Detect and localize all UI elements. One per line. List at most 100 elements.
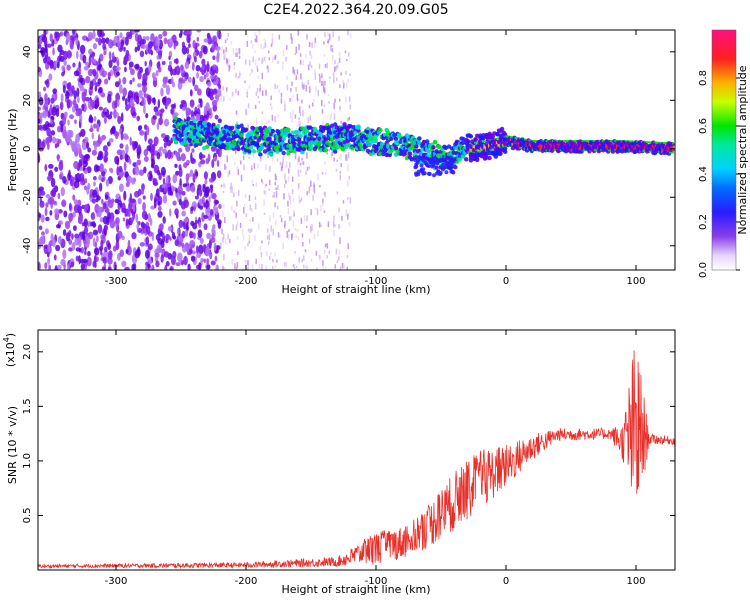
heat-cell — [194, 219, 199, 224]
heat-cell — [630, 140, 632, 143]
heat-cell — [114, 132, 119, 140]
heat-cell — [100, 239, 104, 248]
heat-cell — [309, 115, 311, 121]
heat-cell — [145, 35, 150, 41]
heat-cell — [275, 175, 278, 181]
heat-cell — [672, 151, 674, 154]
heat-cell — [151, 264, 155, 270]
heat-cell — [45, 216, 50, 222]
heat-cell — [103, 115, 107, 124]
top-y-axis-label: Frequency (Hz) — [6, 109, 19, 192]
heat-cell — [437, 144, 442, 149]
heat-cell — [79, 114, 83, 123]
heat-cell — [91, 211, 96, 221]
heat-cell — [309, 86, 311, 93]
heat-cell — [74, 233, 80, 239]
heat-cell — [325, 140, 330, 145]
heat-cell — [503, 145, 506, 148]
heat-cell — [247, 267, 249, 270]
heat-cell — [160, 108, 165, 114]
heat-cell — [449, 162, 454, 167]
heat-cell — [324, 243, 327, 248]
heat-cell — [313, 185, 316, 193]
y-tick-label: 0.5 — [22, 508, 33, 524]
y-tick-label: 2.0 — [22, 344, 33, 360]
heat-cell — [166, 149, 172, 160]
heat-cell — [277, 60, 279, 65]
heat-cell — [553, 143, 556, 150]
heat-cell — [583, 140, 585, 143]
heat-cell — [165, 238, 169, 244]
heat-cell — [119, 143, 124, 149]
heat-cell — [178, 198, 182, 206]
heat-cell — [523, 147, 526, 150]
heat-cell — [309, 50, 311, 56]
heat-cell — [274, 83, 276, 90]
heat-cell — [81, 92, 86, 102]
heat-cell — [278, 147, 283, 152]
heat-cell — [252, 56, 254, 63]
heat-cell — [517, 140, 520, 147]
heat-cell — [350, 146, 355, 151]
heat-cell — [207, 206, 211, 213]
heat-cell — [514, 136, 517, 139]
heat-cell — [320, 205, 322, 212]
heat-cell — [205, 246, 211, 257]
heat-cell — [594, 140, 596, 143]
heat-cell — [55, 244, 61, 252]
heat-cell — [214, 255, 218, 262]
heat-cell — [251, 167, 253, 171]
heat-cell — [173, 42, 176, 50]
heat-cell — [305, 84, 307, 92]
heat-cell — [283, 184, 286, 188]
heat-cell — [284, 173, 286, 181]
heat-cell — [306, 215, 308, 222]
heat-cell — [335, 248, 338, 255]
heat-cell — [243, 203, 246, 209]
heat-cell — [172, 174, 178, 184]
heat-cell — [311, 42, 313, 48]
heat-cell — [654, 141, 657, 144]
heat-cell — [161, 183, 166, 189]
heat-cell — [50, 177, 56, 188]
heat-cell — [38, 118, 41, 124]
heat-cell — [523, 138, 526, 141]
heat-cell — [268, 50, 270, 54]
heat-cell — [298, 117, 300, 121]
heat-cell — [64, 135, 71, 143]
heat-cell — [175, 262, 181, 267]
heat-cell — [220, 184, 223, 187]
heat-cell — [318, 63, 321, 70]
heat-cell — [306, 34, 309, 38]
heat-cell — [226, 63, 229, 67]
heat-cell — [245, 259, 247, 266]
heat-cell — [253, 163, 256, 169]
heat-cell — [236, 146, 241, 152]
heat-cell — [132, 111, 137, 116]
heat-cell — [115, 217, 120, 225]
heat-cell — [121, 202, 126, 213]
heat-cell — [257, 223, 260, 230]
heat-cell — [156, 169, 161, 176]
heat-cell — [350, 132, 355, 138]
heat-cell — [118, 165, 123, 173]
colorbar-ticks: 0.0 0.2 0.4 0.6 0.8 — [698, 70, 740, 278]
heat-cell — [125, 181, 130, 187]
heat-cell — [444, 156, 449, 161]
heat-cell — [54, 166, 59, 172]
heat-cell — [271, 266, 274, 269]
heat-cell — [573, 140, 576, 143]
heat-cell — [115, 66, 121, 71]
heat-cell — [266, 235, 269, 240]
heat-cell — [125, 248, 129, 254]
heat-cell — [669, 151, 671, 154]
heat-cell — [286, 127, 291, 132]
heat-cell — [217, 221, 222, 230]
heat-cell — [46, 127, 52, 137]
heat-cell — [269, 103, 272, 106]
heat-cell — [38, 96, 44, 106]
heat-cell — [269, 215, 271, 222]
heat-cell — [247, 228, 250, 232]
heat-cell — [108, 39, 114, 49]
heat-cell — [101, 266, 106, 270]
